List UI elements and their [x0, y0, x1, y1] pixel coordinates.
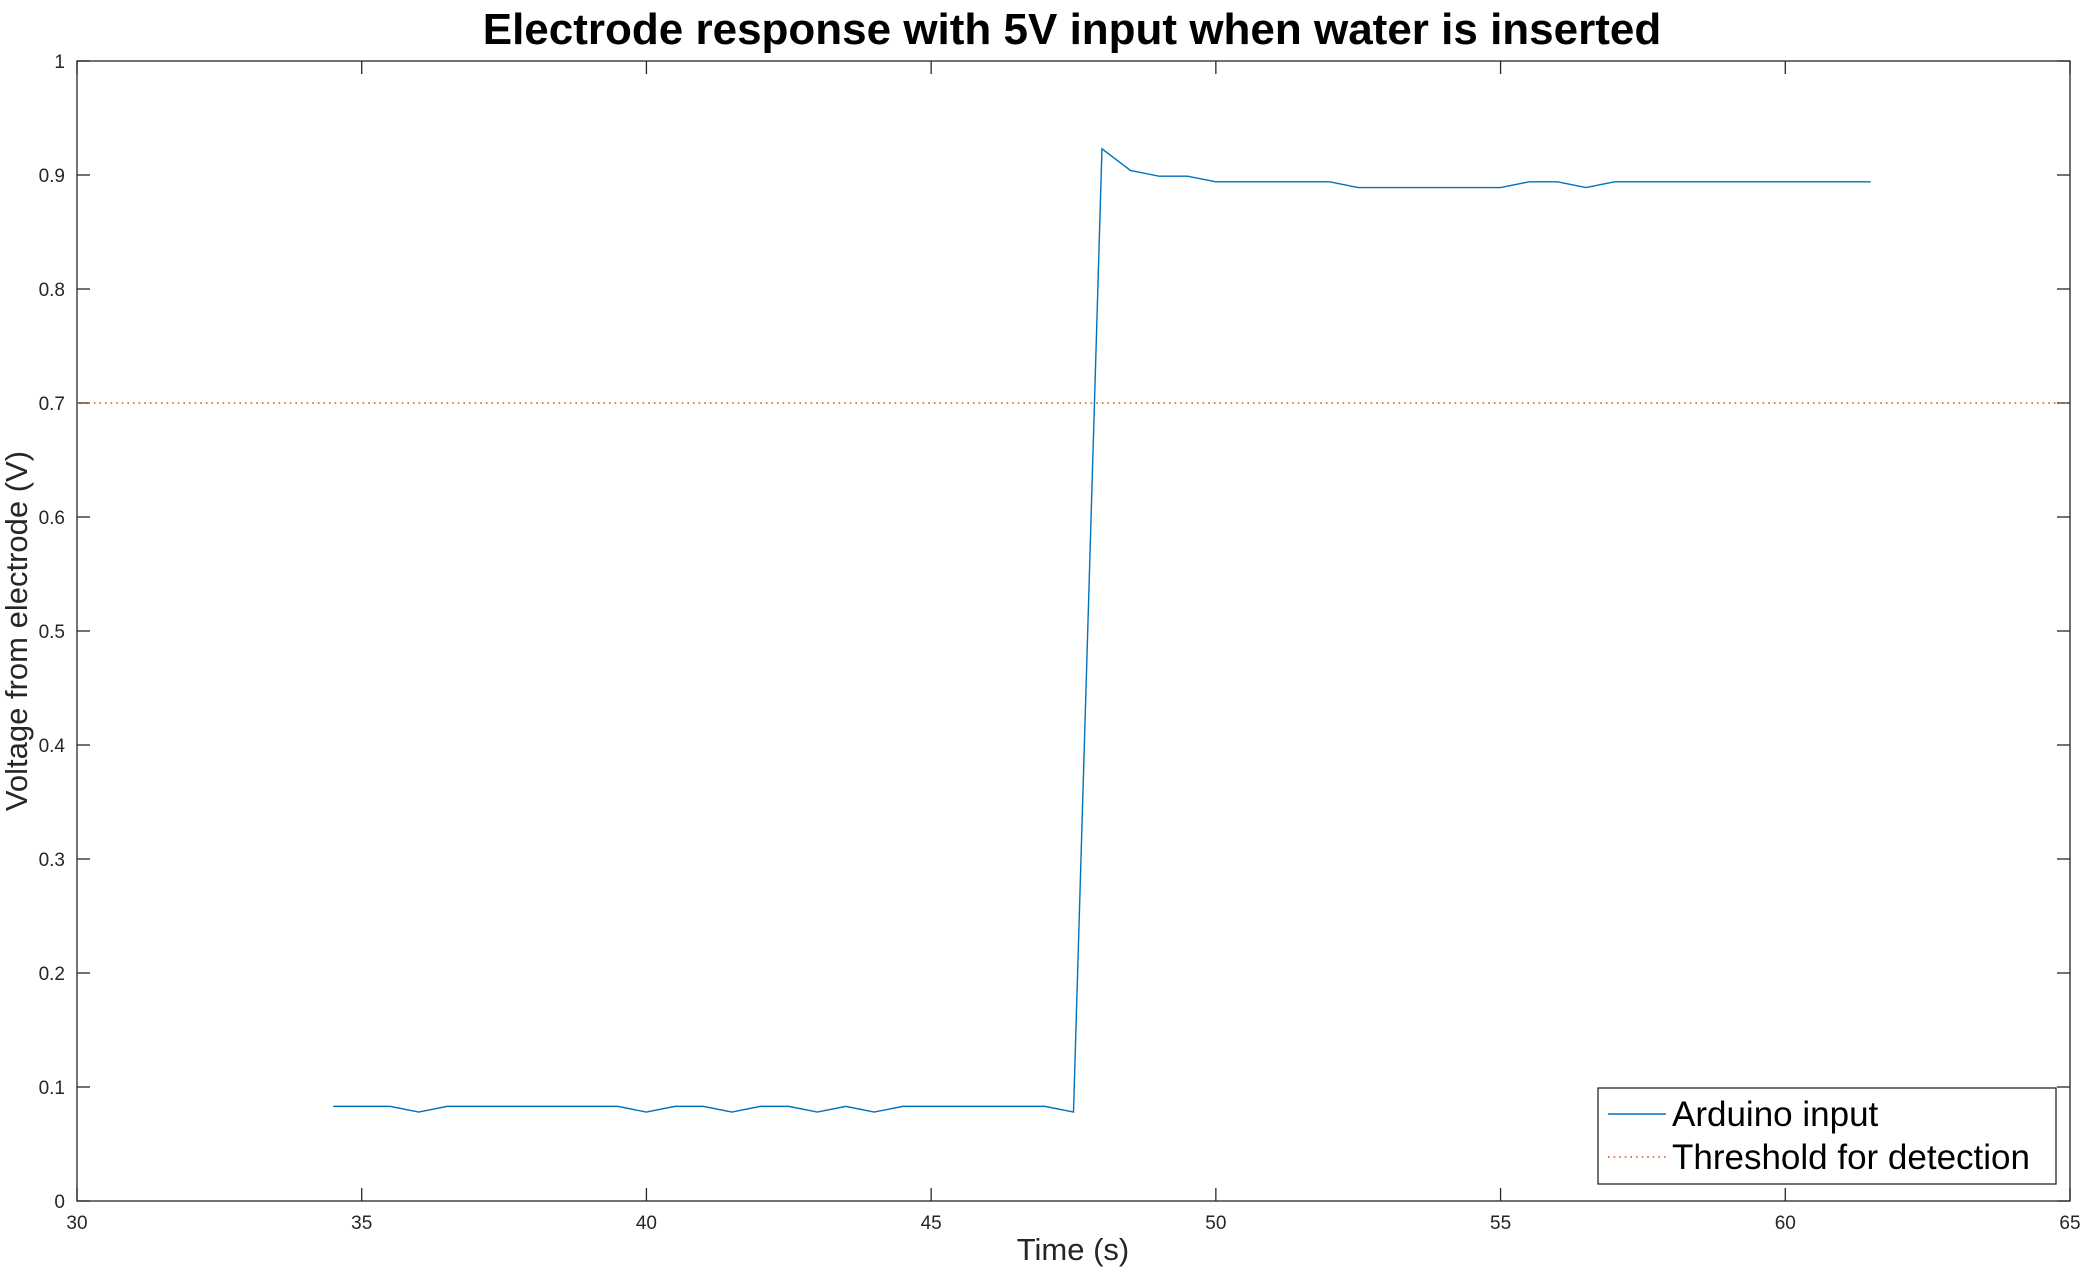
- x-tick-label: 30: [66, 1213, 87, 1234]
- series-line-1: [333, 147, 1871, 1113]
- x-axis-label: Time (s): [1017, 1232, 1130, 1267]
- x-tick-label: 65: [2059, 1213, 2080, 1234]
- x-tick-label: 50: [1205, 1213, 1226, 1234]
- chart-title: Electrode response with 5V input when wa…: [483, 5, 1662, 54]
- y-tick-label: 0: [54, 1192, 65, 1213]
- x-tick-label: 60: [1775, 1213, 1796, 1234]
- y-tick-label: 0.9: [39, 166, 65, 187]
- y-tick-label: 0.4: [39, 736, 66, 757]
- y-tick-label: 1: [54, 52, 65, 73]
- x-tick-label: 55: [1490, 1213, 1511, 1234]
- y-tick-label: 0.1: [39, 1078, 65, 1099]
- legend: Arduino input Threshold for detection: [1597, 1087, 2057, 1185]
- y-tick-label: 0.3: [39, 850, 65, 871]
- y-axis-label: Voltage from electrode (V): [0, 451, 34, 811]
- y-tick-label: 0.5: [39, 622, 65, 643]
- legend-label-2: Threshold for detection: [1672, 1138, 2030, 1177]
- x-tick-label: 40: [636, 1213, 657, 1234]
- y-tick-label: 0.2: [39, 964, 65, 985]
- plot-box: [76, 60, 2071, 1202]
- y-tick-label: 0.7: [39, 394, 65, 415]
- x-tick-label: 45: [921, 1213, 942, 1234]
- y-tick-label: 0.8: [39, 280, 65, 301]
- y-tick-label: 0.6: [39, 508, 65, 529]
- x-tick-label: 35: [351, 1213, 372, 1234]
- legend-box: [1597, 1087, 2057, 1185]
- series-layer: [77, 147, 2070, 1113]
- axis-ticks: 30 35 40 45 50 55 60 65 0 0.1 0.2 0.3 0.4 0.5 0.6 0.7 0.…: [39, 52, 2081, 1234]
- legend-label-1: Arduino input: [1672, 1095, 1879, 1134]
